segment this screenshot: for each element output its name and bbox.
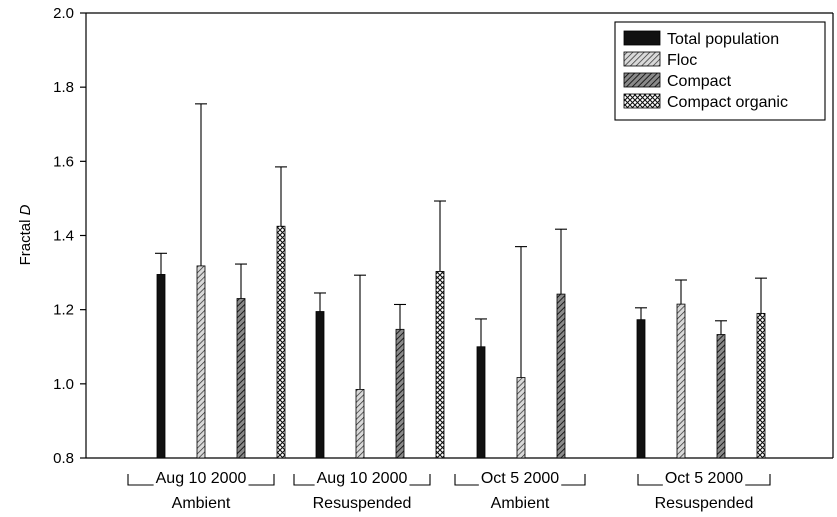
x-axis-group-labels: Aug 10 2000 Ambient Aug 10 2000 Resuspended… xyxy=(127,470,771,512)
legend-label: Compact organic xyxy=(667,94,788,111)
legend-label: Compact xyxy=(667,73,732,90)
bar-dark-hatch xyxy=(556,293,566,459)
group-label-date: Aug 10 2000 xyxy=(156,470,247,487)
bar-solid xyxy=(156,274,166,459)
y-axis: 0.8 1.0 1.2 1.4 1.6 1.8 2.0 xyxy=(53,5,87,467)
bar-solid xyxy=(636,319,646,459)
y-tick-label: 0.8 xyxy=(53,450,74,467)
plot-area xyxy=(86,12,834,459)
legend-label: Floc xyxy=(667,52,697,69)
y-tick-label: 1.4 xyxy=(53,228,74,245)
y-tick-label: 2.0 xyxy=(53,5,74,22)
bar-light-hatch xyxy=(676,303,686,459)
y-tick-label: 1.2 xyxy=(53,302,74,319)
y-tick-label: 1.6 xyxy=(53,153,74,170)
group-label-mask xyxy=(314,470,410,487)
bar-light-hatch xyxy=(355,388,365,459)
legend-swatch-dark-hatch xyxy=(623,72,661,88)
bar-dark-hatch xyxy=(236,298,246,459)
group-label-condition: Resuspended xyxy=(313,495,412,512)
group-label-condition: Resuspended xyxy=(655,495,754,512)
bar-light-hatch xyxy=(196,265,206,459)
y-tick-label: 1.8 xyxy=(53,79,74,96)
bar-crosshatch xyxy=(276,225,286,459)
legend-swatch-crosshatch xyxy=(623,93,661,109)
bar-light-hatch xyxy=(516,377,526,459)
group-label-condition: Ambient xyxy=(172,495,231,512)
y-axis-title: Fractal D xyxy=(17,204,34,265)
y-tick-label: 1.0 xyxy=(53,376,74,393)
bar-dark-hatch xyxy=(716,334,726,459)
bar-dark-hatch xyxy=(395,328,405,459)
legend: Total population Floc Compact Compact organ… xyxy=(614,21,826,121)
bar-solid xyxy=(315,311,325,459)
group-label-date: Aug 10 2000 xyxy=(317,470,408,487)
bar-crosshatch xyxy=(435,271,445,459)
legend-swatch-light-hatch xyxy=(623,51,661,67)
group-label-condition: Ambient xyxy=(491,495,550,512)
group-label-mask xyxy=(153,470,249,487)
legend-label: Total population xyxy=(667,31,779,48)
bar-crosshatch xyxy=(756,312,766,459)
legend-swatch-solid xyxy=(623,30,661,46)
bar-solid xyxy=(476,346,486,459)
group-label-date: Oct 5 2000 xyxy=(665,470,743,487)
group-label-mask xyxy=(662,470,746,487)
group-label-date: Oct 5 2000 xyxy=(481,470,559,487)
group-label-mask xyxy=(478,470,562,487)
